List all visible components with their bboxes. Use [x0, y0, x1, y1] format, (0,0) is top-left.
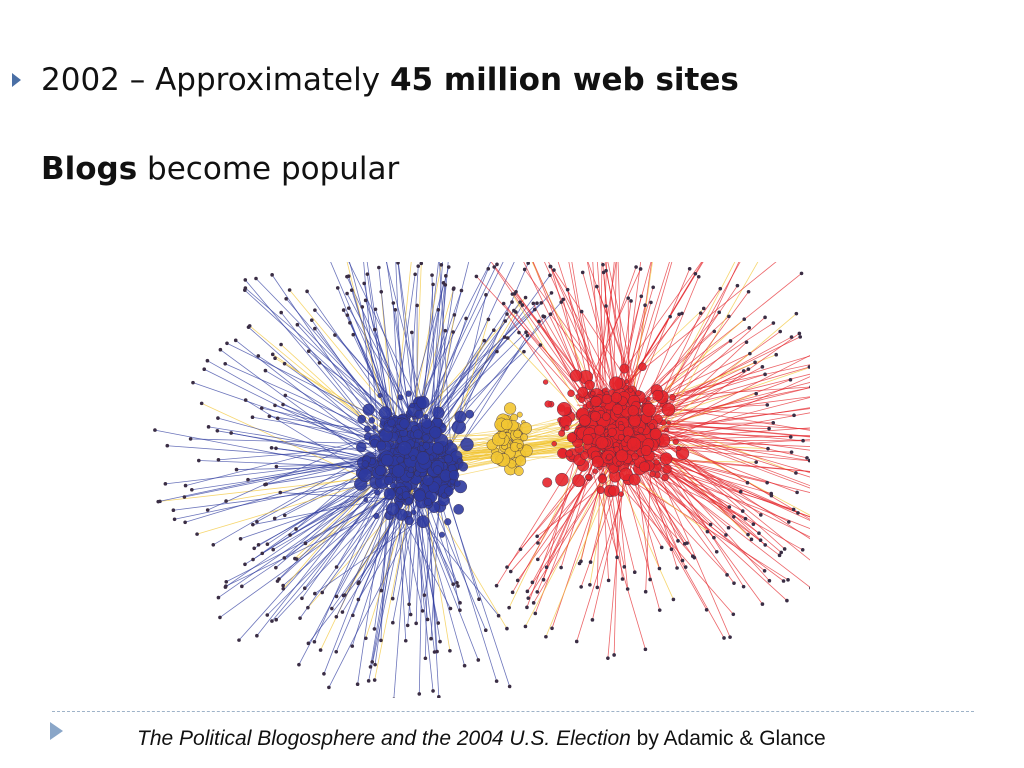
bullet-text: 2002 – Approximately 45 million web site… — [41, 58, 739, 102]
bullet-arrow-icon — [12, 73, 21, 87]
caption-title: The Political Blogosphere and the 2004 U… — [137, 727, 631, 750]
sub-rest-text: become popular — [137, 151, 400, 187]
bullet-bold-text: 45 million web sites — [389, 62, 739, 98]
network-graph — [153, 262, 810, 698]
graph-outer-nodes — [153, 262, 810, 698]
sub-text: Blogs become popular — [41, 151, 399, 187]
caption: The Political Blogosphere and the 2004 U… — [137, 725, 997, 753]
bullet-line: 2002 – Approximately 45 million web site… — [8, 58, 968, 102]
sub-line: Blogs become popular — [41, 147, 941, 191]
footer-divider — [52, 711, 974, 712]
bullet-prefix: 2002 – Approximately — [41, 62, 390, 98]
caption-authors: by Adamic & Glance — [630, 727, 826, 750]
footer-arrow-icon — [50, 722, 63, 740]
graph-cores — [354, 362, 690, 538]
graph-edges — [154, 262, 810, 698]
sub-bold-text: Blogs — [41, 151, 138, 187]
